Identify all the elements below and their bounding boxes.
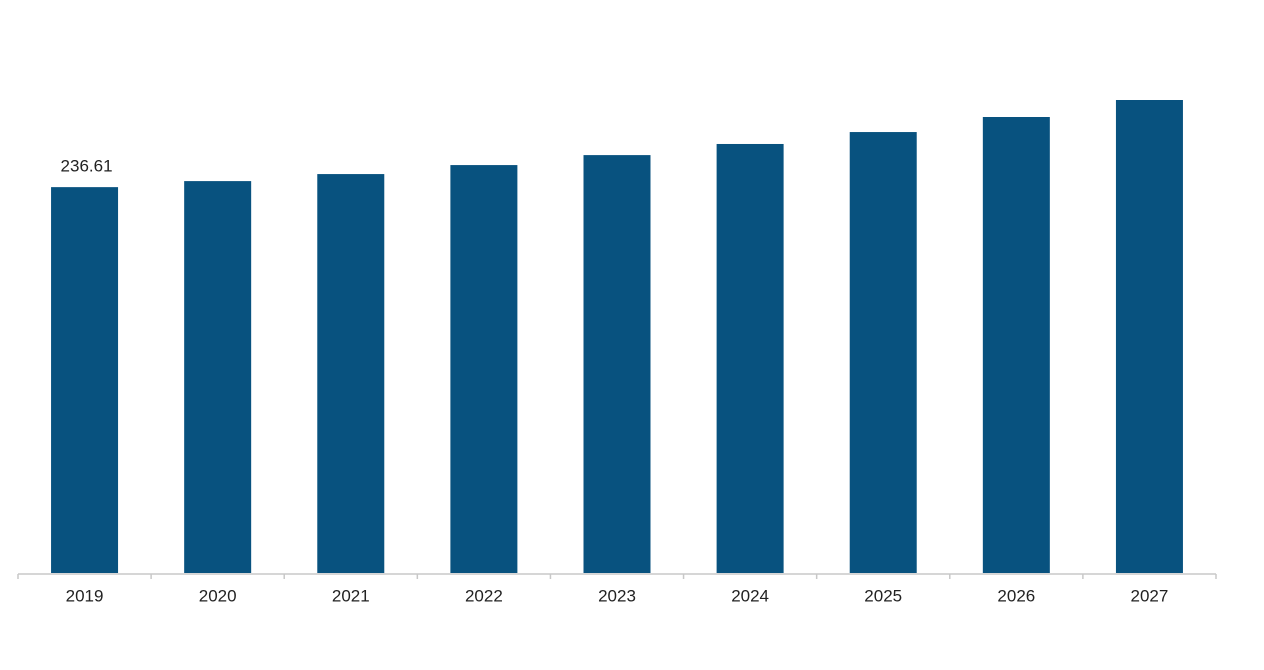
bar (51, 187, 119, 573)
bar (450, 165, 518, 573)
x-tick-label: 2027 (1131, 586, 1169, 605)
x-tick-label: 2019 (66, 586, 104, 605)
bar (849, 132, 917, 573)
bar (184, 181, 252, 573)
x-tick-label: 2023 (598, 586, 636, 605)
bar (583, 155, 651, 573)
bar (1115, 100, 1183, 573)
x-tick-label: 2026 (997, 586, 1035, 605)
bar (317, 174, 385, 573)
x-tick-label: 2022 (465, 586, 503, 605)
x-tick-label: 2025 (864, 586, 902, 605)
value-label: 236.61 (61, 157, 113, 176)
bar (716, 143, 784, 573)
x-tick-label: 2021 (332, 586, 370, 605)
x-tick-label: 2024 (731, 586, 769, 605)
x-tick-label: 2020 (199, 586, 237, 605)
bar (982, 117, 1050, 573)
